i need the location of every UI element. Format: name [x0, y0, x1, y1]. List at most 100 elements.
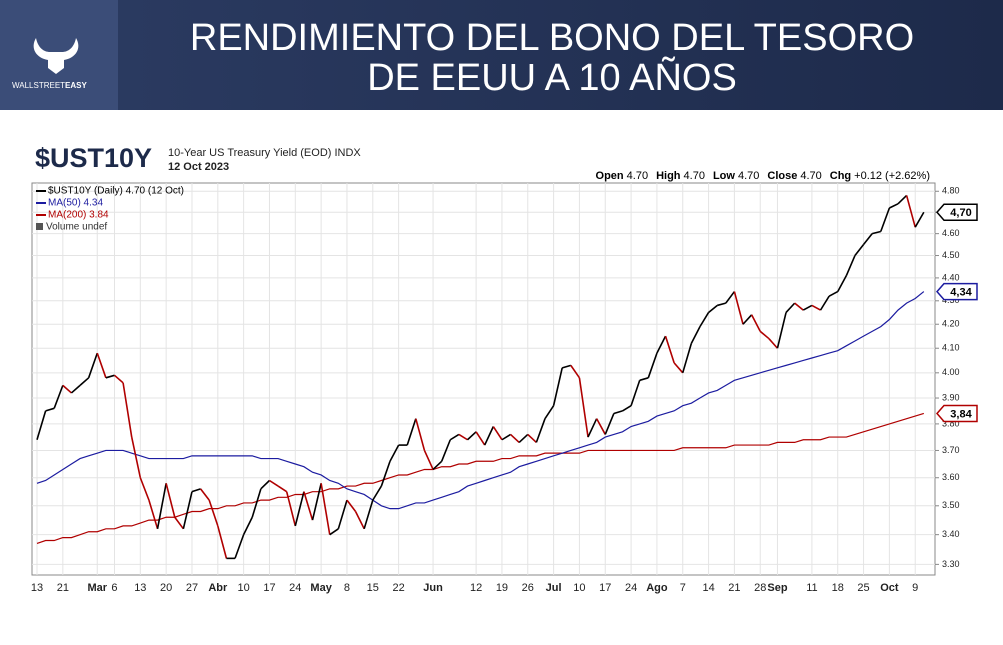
quote-value: 4.70	[684, 170, 705, 182]
price-segment	[182, 491, 193, 529]
price-segment	[79, 377, 90, 386]
price-segment	[70, 384, 81, 394]
price-segment	[613, 410, 623, 415]
x-tick-label: Jul	[546, 582, 562, 594]
y-tick-label: 3.40	[942, 529, 960, 539]
banner	[0, 0, 1003, 110]
price-segment	[501, 433, 511, 441]
price-segment	[269, 479, 279, 487]
price-segment	[415, 418, 426, 451]
price-segment	[871, 230, 881, 235]
y-tick-label: 4.50	[942, 250, 960, 260]
price-segment	[690, 326, 701, 344]
price-segment	[905, 195, 916, 228]
price-segment	[96, 352, 107, 379]
price-segment	[587, 418, 598, 438]
price-segment	[681, 343, 693, 374]
x-tick-label: 25	[857, 582, 869, 594]
price-segment	[622, 405, 632, 412]
y-tick-label: 4.40	[942, 272, 960, 282]
price-segment	[544, 405, 555, 420]
price-segment	[518, 433, 529, 443]
end-label: 3,84	[950, 408, 972, 420]
y-tick-label: 4.80	[942, 186, 960, 196]
x-tick-label: 14	[702, 582, 714, 594]
price-segment	[854, 244, 865, 257]
quote-label: Close	[767, 170, 797, 182]
banner-title: RENDIMIENTO DEL BONO DEL TESORO	[190, 17, 914, 59]
end-tag	[936, 203, 978, 221]
x-tick-label: 8	[344, 582, 350, 594]
price-segment	[862, 233, 873, 246]
x-tick-label: 24	[289, 582, 301, 594]
y-tick-label: 3.60	[942, 472, 960, 482]
y-tick-label: 4.20	[942, 319, 960, 329]
x-tick-label: Jun	[423, 582, 443, 594]
price-segment	[837, 275, 848, 292]
price-segment	[139, 477, 150, 501]
symbol: $UST10Y	[35, 143, 152, 173]
logo-part: EASY	[65, 81, 87, 90]
price-segment	[570, 364, 581, 379]
price-segment	[527, 433, 537, 443]
quote-label: Low	[713, 170, 735, 182]
x-tick-label: Sep	[767, 582, 787, 594]
price-segment	[285, 491, 297, 527]
price-segment	[699, 312, 710, 328]
price-segment	[432, 460, 443, 471]
price-segment	[889, 203, 899, 209]
price-segment	[113, 374, 124, 384]
x-tick-label: Ago	[646, 582, 668, 594]
price-segment	[819, 295, 830, 311]
x-tick-label: 7	[680, 582, 686, 594]
price-segment	[828, 290, 839, 297]
quote-bar: Open 4.70 High 4.70 Low 4.70 Close 4.70 Chg +0.12…	[596, 170, 930, 182]
x-tick-label: 17	[263, 582, 275, 594]
price-segment	[303, 491, 314, 521]
price-segment	[656, 335, 667, 354]
price-segment	[277, 485, 288, 493]
price-segment	[604, 413, 615, 435]
end-label: 4,70	[950, 207, 971, 219]
x-tick-label: 21	[728, 582, 740, 594]
price-segment	[320, 483, 331, 535]
price-segment	[36, 410, 47, 440]
x-tick-label: 10	[238, 582, 250, 594]
price-segment	[122, 382, 133, 438]
y-tick-label: 3.80	[942, 418, 960, 428]
price-segment	[673, 362, 684, 374]
price-segment	[234, 534, 245, 559]
price-segment	[148, 499, 159, 530]
price-segment	[759, 330, 770, 340]
end-tag	[936, 282, 978, 301]
price-segment	[208, 499, 219, 527]
price-segment	[260, 479, 271, 490]
x-tick-label: 18	[832, 582, 844, 594]
x-tick-label: 20	[160, 582, 172, 594]
price-segment	[716, 302, 727, 307]
x-tick-label: 12	[470, 582, 482, 594]
end-label: 4,34	[950, 286, 972, 298]
banner-title: DE EEUU A 10 AÑOS	[367, 56, 737, 99]
x-tick-label: 21	[57, 582, 69, 594]
y-tick-label: 3.90	[942, 392, 960, 402]
price-segment	[647, 352, 658, 379]
price-segment	[217, 525, 228, 559]
x-tick-label: May	[310, 582, 332, 594]
legend-label: $UST10Y (Daily) 4.70 (12 Oct)	[48, 186, 184, 197]
price-segment	[776, 312, 787, 349]
price-segment	[165, 483, 176, 518]
price-segment	[440, 439, 452, 462]
y-tick-label: 4.00	[942, 367, 960, 377]
price-segment	[552, 367, 563, 406]
x-tick-label: 15	[367, 582, 379, 594]
price-segment	[337, 499, 348, 530]
price-segment	[423, 450, 434, 470]
price-segment	[510, 433, 520, 443]
ma-line	[36, 412, 925, 545]
price-segment	[130, 436, 142, 478]
y-tick-label: 3.50	[942, 500, 960, 510]
price-segment	[45, 407, 55, 412]
price-segment	[174, 516, 185, 530]
